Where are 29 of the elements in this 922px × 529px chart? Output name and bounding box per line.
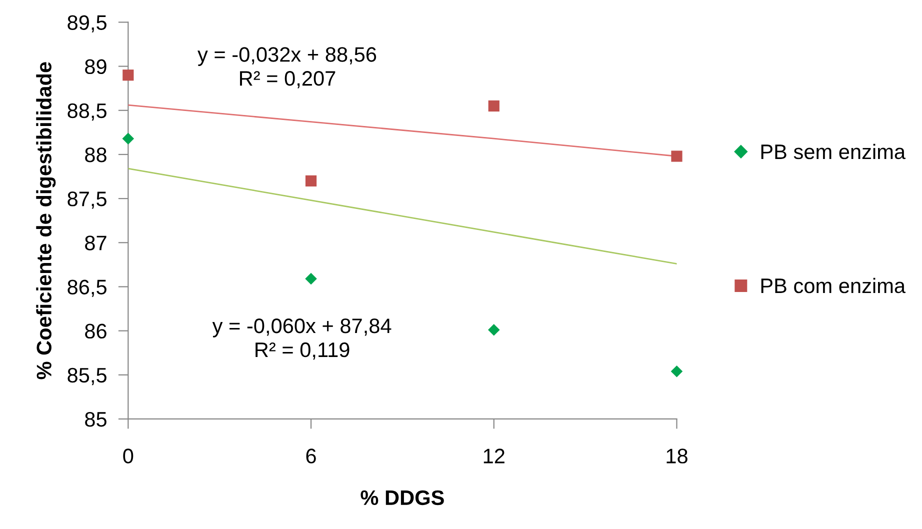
- legend-label: PB sem enzima: [761, 144, 906, 160]
- line-series: [128, 168, 677, 264]
- annotation: y = -0,060x + 87,84 R² = 0,119: [212, 318, 392, 360]
- point: [122, 70, 134, 81]
- point: [305, 175, 317, 186]
- y-tick-label: 86,5: [68, 280, 106, 297]
- y-tick-label: 89,5: [68, 15, 106, 32]
- point: [305, 272, 317, 285]
- x-axis-title: % DDGS: [360, 490, 444, 506]
- y-tick-label: 85: [85, 412, 106, 427]
- y-tick-label: 89: [85, 59, 106, 74]
- annotation: y = -0,032x + 88,56 R² = 0,207: [198, 47, 376, 88]
- x-tick-label: 6: [306, 448, 316, 464]
- point: [671, 150, 682, 162]
- point: [488, 100, 500, 112]
- x-tick-label: 0: [123, 448, 134, 464]
- y-tick-label: 88: [85, 147, 106, 162]
- y-tick-label: 88,5: [68, 103, 106, 121]
- x-tick-label: 12: [484, 448, 504, 464]
- x-tick-label: 18: [666, 448, 688, 464]
- y-tick-label: 85,5: [68, 368, 106, 386]
- point: [670, 365, 683, 378]
- y-axis-title: % Coeficiente de digestibilidade: [36, 62, 56, 380]
- y-tick-label: 87: [85, 236, 106, 250]
- point: [488, 324, 500, 336]
- y-tick-label: 87,5: [68, 192, 106, 209]
- y-tick-label: 86: [85, 324, 106, 339]
- legend-label: PB com enzima: [761, 278, 906, 294]
- point: [122, 132, 134, 144]
